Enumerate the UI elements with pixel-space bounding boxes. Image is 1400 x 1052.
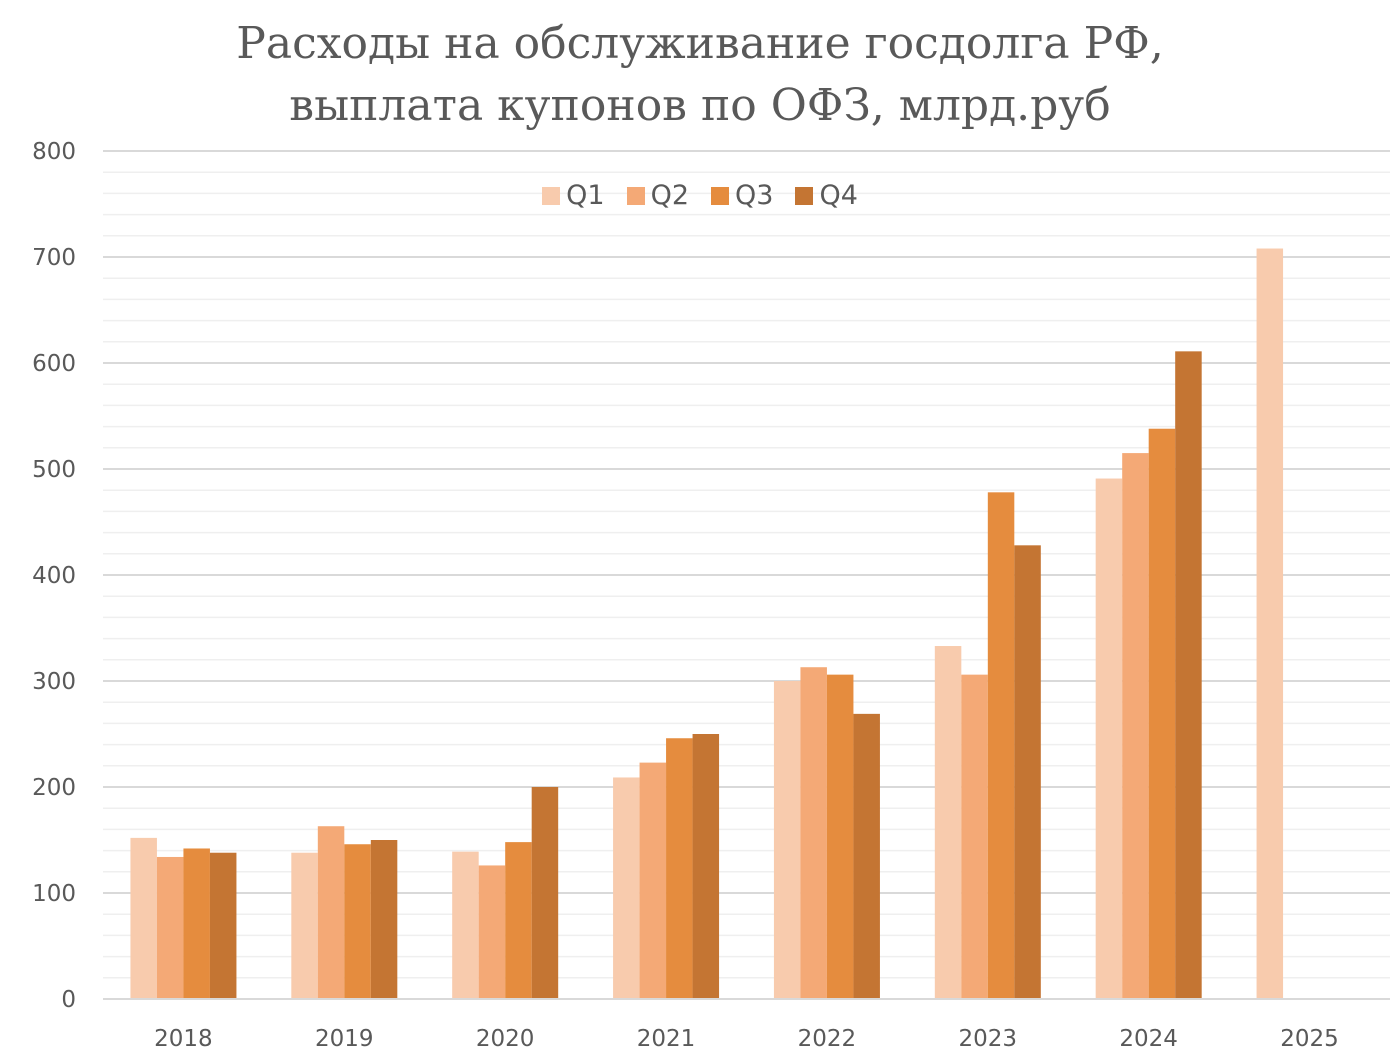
chart-title: Расходы на обслуживание госдолга РФ, — [236, 18, 1164, 69]
x-tick-label: 2021 — [637, 1026, 696, 1052]
x-tick-label: 2025 — [1280, 1026, 1339, 1052]
bar-q2-2024 — [1122, 453, 1149, 1000]
bar-q1-2019 — [291, 852, 318, 999]
bar-q2-2018 — [156, 856, 184, 999]
bar-q3-2024 — [1148, 428, 1176, 1000]
bar-q4-2021 — [692, 734, 720, 999]
bar-q1-2022 — [773, 681, 801, 999]
x-tick-label: 2018 — [154, 1026, 213, 1052]
bar-q4-2018 — [209, 852, 237, 999]
bar-q4-2019 — [370, 840, 398, 999]
x-tick-label: 2024 — [1119, 1026, 1178, 1052]
bar-q1-2024 — [1095, 478, 1123, 999]
y-tick-label: 600 — [32, 351, 76, 377]
y-tick-label: 500 — [32, 457, 76, 483]
bar-q4-2022 — [853, 713, 880, 999]
legend-label: Q1 — [566, 180, 605, 211]
x-tick-label: 2022 — [798, 1026, 857, 1052]
y-tick-label: 400 — [32, 563, 76, 589]
bar-q4-2024 — [1175, 351, 1202, 1000]
legend-item-q4: Q4 — [795, 180, 858, 211]
legend-swatch — [711, 186, 729, 205]
legend-swatch — [795, 186, 814, 205]
bar-q3-2022 — [826, 674, 854, 999]
legend-item-q2: Q2 — [626, 180, 689, 211]
x-tick-label: 2020 — [476, 1026, 535, 1052]
legend-item-q3: Q3 — [711, 180, 773, 211]
legend-swatch — [626, 186, 645, 205]
bar-q3-2023 — [987, 492, 1015, 999]
bar-q2-2022 — [800, 667, 827, 999]
bar-q4-2020 — [531, 787, 559, 999]
y-tick-label: 800 — [32, 139, 76, 165]
bar-q3-2019 — [344, 844, 371, 999]
legend-label: Q2 — [650, 180, 689, 211]
bar-q2-2019 — [317, 826, 345, 999]
bar-q2-2023 — [961, 674, 988, 999]
legend: Q1 Q2 Q3 Q4 — [0, 180, 1400, 211]
legend-item-q1: Q1 — [542, 180, 605, 211]
y-tick-label: 100 — [32, 881, 76, 907]
bar-q1-2020 — [452, 851, 479, 999]
x-tick-label: 2023 — [959, 1026, 1018, 1052]
y-tick-label: 300 — [32, 669, 76, 695]
y-tick-label: 700 — [32, 245, 76, 271]
bar-q2-2020 — [478, 865, 506, 999]
bar-q4-2023 — [1014, 545, 1041, 999]
legend-swatch — [542, 186, 561, 205]
legend-label: Q3 — [735, 180, 774, 211]
y-tick-label: 200 — [32, 775, 76, 801]
bar-q3-2020 — [505, 842, 532, 999]
bar-q3-2018 — [183, 848, 210, 999]
bar-q1-2025 — [1256, 248, 1284, 999]
bar-q1-2021 — [613, 777, 640, 999]
y-tick-label: 0 — [61, 987, 76, 1013]
bar-q2-2021 — [639, 762, 667, 999]
chart-subtitle: выплата купонов по ОФЗ, млрд.руб — [289, 80, 1111, 131]
legend-label: Q4 — [819, 180, 858, 211]
bar-q3-2021 — [666, 738, 693, 999]
bar-q1-2023 — [934, 646, 962, 999]
bar-q1-2018 — [130, 837, 157, 999]
x-tick-label: 2019 — [315, 1026, 374, 1052]
